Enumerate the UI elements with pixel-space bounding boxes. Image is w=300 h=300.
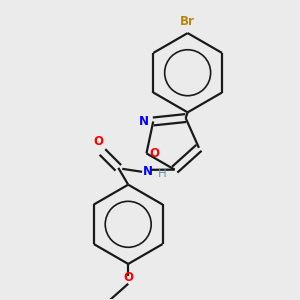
Text: N: N — [139, 115, 149, 128]
Text: O: O — [149, 147, 159, 160]
Text: O: O — [123, 271, 133, 284]
Text: O: O — [94, 135, 103, 148]
Text: N: N — [143, 165, 153, 178]
Text: H: H — [158, 167, 166, 180]
Text: Br: Br — [180, 15, 195, 28]
